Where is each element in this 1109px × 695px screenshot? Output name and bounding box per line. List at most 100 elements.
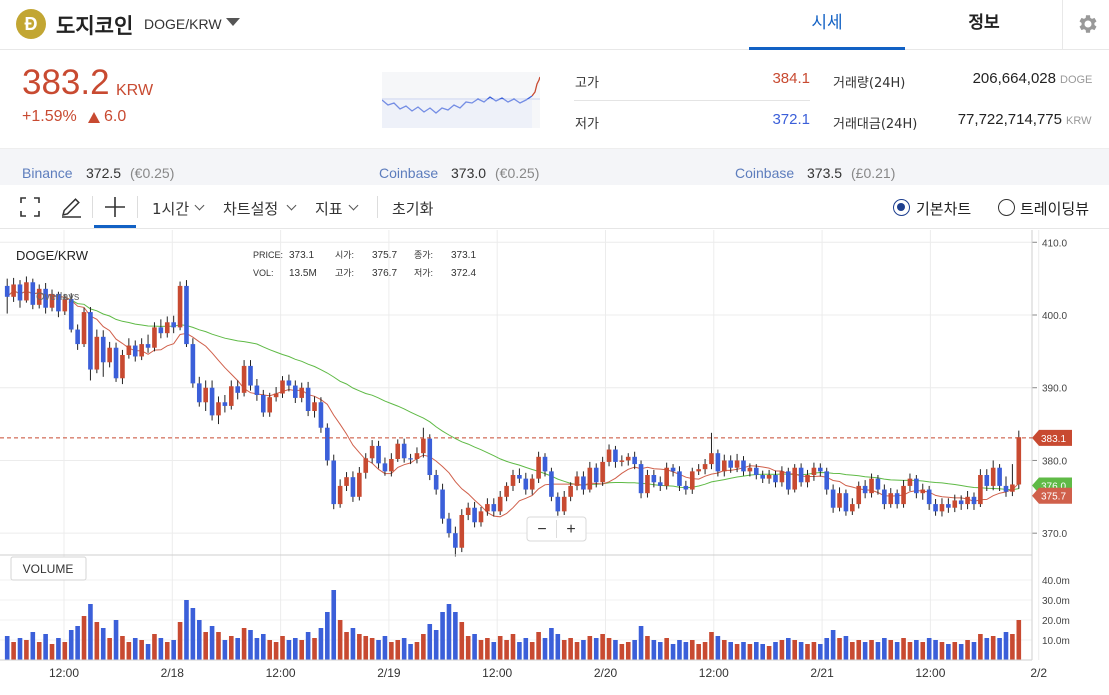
candle (216, 396, 221, 425)
candle (68, 293, 74, 333)
interval-menu[interactable]: 1시간 (152, 200, 190, 218)
candle-body (4, 285, 10, 297)
fullscreen-icon[interactable] (17, 194, 43, 220)
volume-bar (376, 640, 381, 660)
tab-info[interactable]: 정보 (968, 13, 1000, 33)
candle (728, 455, 733, 473)
tradingview-label[interactable]: 트레이딩뷰 (1020, 200, 1090, 218)
candle-body (638, 464, 644, 494)
candle (958, 495, 964, 510)
candle-body (273, 393, 279, 398)
candle-body (523, 478, 529, 490)
exchange-name[interactable]: Coinbase (379, 165, 439, 181)
candle (542, 453, 548, 477)
candle-body (350, 477, 356, 497)
radio-tradingview[interactable] (998, 199, 1015, 216)
volume-bar (94, 622, 100, 660)
chevron-down-icon[interactable] (194, 200, 205, 211)
candle (907, 473, 913, 491)
candle-body (978, 475, 983, 505)
candle-body (267, 397, 273, 413)
volume-bar (478, 640, 484, 660)
exchange-name[interactable]: Coinbase (735, 165, 795, 181)
volume-unit: DOGE (1060, 74, 1093, 86)
volume-bar (677, 640, 682, 660)
tab-price[interactable]: 시세 (749, 0, 905, 50)
crosshair-icon[interactable] (102, 194, 128, 220)
candle (350, 471, 356, 502)
volume-bar (11, 642, 16, 660)
candle-body (440, 489, 445, 519)
candle (30, 278, 36, 310)
candle-body (510, 475, 516, 486)
candlestick-chart[interactable]: 410.0 400.0 390.0 380.0 370.0 40.0m 30.0m 20.0m… (0, 230, 1109, 695)
trade-amount-value: 77,722,714,775 (957, 111, 1062, 128)
candle (971, 492, 977, 510)
exchange-name[interactable]: Binance (22, 165, 73, 181)
low-value: 372.1 (772, 111, 810, 128)
volume-bar (248, 630, 253, 660)
candle (709, 432, 714, 470)
volume-bar (888, 640, 894, 660)
volume-bar (267, 640, 273, 660)
candle (421, 427, 426, 458)
volume-bar (81, 616, 87, 660)
candle (850, 498, 855, 515)
volume-bar (260, 634, 266, 660)
pencil-icon[interactable] (58, 194, 84, 220)
candle (56, 291, 61, 318)
candle-body (389, 459, 394, 472)
volume-bar (254, 638, 260, 660)
pair-dropdown-caret-icon[interactable] (226, 18, 240, 26)
candle (228, 380, 234, 410)
candle-body (651, 475, 657, 483)
volume-tick-label: 20.0m (1042, 616, 1070, 627)
candle-body (43, 288, 48, 308)
candle-body (36, 288, 42, 305)
chart-settings-menu[interactable]: 차트설정 (223, 200, 279, 218)
candle-body (382, 463, 388, 472)
volume-bar (709, 632, 714, 660)
indicators-menu[interactable]: 지표 (315, 200, 343, 218)
candle-body (946, 504, 951, 508)
candle (984, 469, 990, 491)
candle-body (94, 336, 100, 370)
candle-body (574, 476, 580, 486)
candle (427, 434, 433, 481)
volume-bar (856, 640, 862, 660)
volume-bar (286, 640, 292, 660)
volume-bar (978, 634, 983, 660)
candle-body (920, 489, 926, 494)
candle (638, 460, 644, 499)
candle (485, 498, 490, 516)
candle (203, 380, 208, 411)
volume-bar (363, 636, 369, 660)
candle (766, 469, 772, 484)
trading-pair[interactable]: DOGE/KRW (144, 16, 222, 32)
candle (49, 289, 55, 312)
candle (139, 338, 144, 361)
zoom-in-button[interactable]: + (566, 521, 575, 538)
volume-bar (753, 642, 759, 660)
volume-bar (453, 612, 458, 660)
volume-bar (850, 642, 855, 660)
candle-body (1016, 437, 1022, 485)
candle (414, 447, 420, 464)
basic-chart-label[interactable]: 기본차트 (916, 200, 972, 218)
candle-body (657, 482, 663, 486)
chevron-down-icon[interactable] (286, 200, 297, 211)
candle (363, 453, 369, 479)
zoom-out-button[interactable]: − (537, 521, 546, 538)
candle-body (843, 493, 849, 512)
gear-icon[interactable] (1076, 12, 1100, 36)
radio-basic-chart[interactable] (893, 199, 910, 216)
volume-bar (75, 626, 80, 660)
trade-amount-label: 거래대금(24H) (833, 117, 918, 132)
reset-button[interactable]: 초기화 (392, 200, 434, 218)
candle-body (491, 504, 497, 512)
ma-long-tag-text: 376.0 (1041, 482, 1066, 493)
candle-body (478, 511, 484, 523)
chevron-down-icon[interactable] (348, 200, 359, 211)
candle-body (555, 496, 561, 512)
candle (325, 423, 330, 466)
